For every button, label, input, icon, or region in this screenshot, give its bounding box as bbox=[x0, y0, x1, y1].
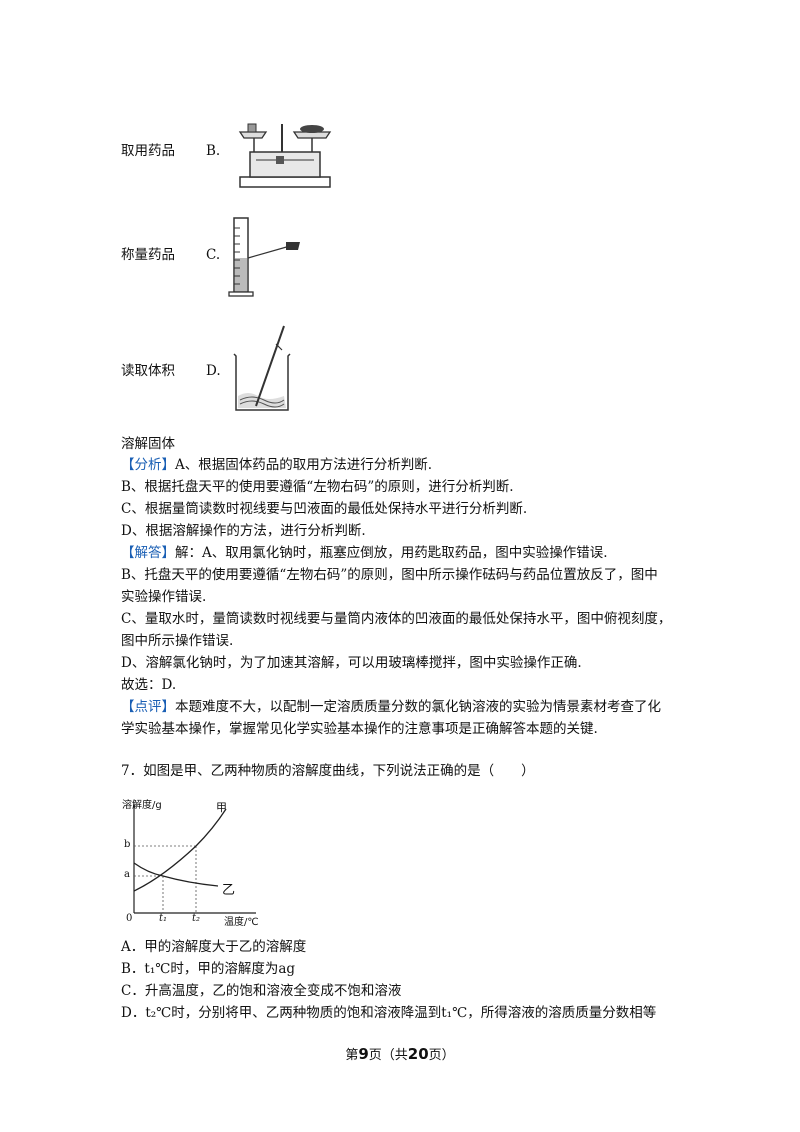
graph-t1-label: t₁ bbox=[159, 913, 168, 924]
graph-t2-label: t₂ bbox=[192, 913, 201, 924]
analysis-line-3: C、根据量筒读数时视线要与凹液面的最低处保持水平进行分析判断. bbox=[121, 501, 528, 517]
answer-line-1: 【解答】解：A、取用氯化钠时，瓶塞应倒放，用药匙取药品，图中实验操作错误. bbox=[121, 545, 608, 561]
option-d-letter: D. bbox=[206, 363, 221, 379]
answer-line-6: D、溶解氯化钠时，为了加速其溶解，可以用玻璃棒搅拌，图中实验操作正确. bbox=[121, 655, 582, 671]
answer-line-5: 图中所示操作错误. bbox=[121, 633, 234, 649]
comment-tag: 【点评】 bbox=[121, 699, 175, 715]
balance-scale-image bbox=[238, 123, 332, 188]
answer-line-3: 实验操作错误. bbox=[121, 589, 207, 605]
option-b-caption: 取用药品 bbox=[121, 143, 175, 159]
question-7-option-c: C．升高温度，乙的饱和溶液全变成不饱和溶液 bbox=[121, 983, 402, 999]
page-number: 9 bbox=[358, 1045, 369, 1063]
analysis-line-4: D、根据溶解操作的方法，进行分析判断. bbox=[121, 523, 366, 539]
beaker-with-rod-image bbox=[233, 325, 291, 411]
answer-line-7: 故选：D. bbox=[121, 677, 177, 693]
graph-series-yi-label: 乙 bbox=[222, 883, 236, 898]
question-7-option-b: B．t₁℃时，甲的溶解度为ag bbox=[121, 961, 296, 977]
solubility-curve-graph bbox=[133, 805, 256, 914]
page-footer: 第9页（共20页） bbox=[345, 1045, 455, 1063]
question-7-option-a: A．甲的溶解度大于乙的溶解度 bbox=[121, 939, 307, 955]
question-7-option-d: D．t₂℃时，分别将甲、乙两种物质的饱和溶液降温到t₁℃，所得溶液的溶质质量分数… bbox=[121, 1005, 657, 1021]
question-7-stem: 7．如图是甲、乙两种物质的溶解度曲线，下列说法正确的是（ ） bbox=[121, 763, 535, 779]
option-c-letter: C. bbox=[206, 247, 221, 263]
graph-x-axis-label: 温度/℃ bbox=[224, 917, 259, 928]
curve-yi bbox=[133, 862, 219, 887]
comment-line-1: 【点评】本题难度不大，以配制一定溶质质量分数的氯化钠溶液的实验为情景素材考查了化 bbox=[121, 699, 661, 715]
analysis-line-2: B、根据托盘天平的使用要遵循“左物右码”的原则，进行分析判断. bbox=[121, 479, 514, 495]
option-d-caption: 读取体积 bbox=[121, 363, 175, 379]
curve-jia bbox=[133, 808, 227, 892]
analysis-tag: 【分析】 bbox=[121, 457, 175, 473]
answer-tag: 【解答】 bbox=[121, 545, 175, 561]
graduated-cylinder-image bbox=[228, 217, 300, 297]
answer-line-2: B、托盘天平的使用要遵循“左物右码”的原则，图中所示操作砝码与药品位置放反了，图… bbox=[121, 567, 658, 583]
comment-line-2: 学实验基本操作，掌握常见化学实验基本操作的注意事项是正确解答本题的关键. bbox=[121, 721, 598, 737]
graph-y-axis-label: 溶解度/g bbox=[122, 800, 162, 811]
answer-line-4: C、量取水时，量筒读数时视线要与量筒内液体的凹液面的最低处保持水平，图中俯视刻度… bbox=[121, 611, 672, 627]
analysis-line-1: 【分析】A、根据固体药品的取用方法进行分析判断. bbox=[121, 457, 433, 473]
page-total: 20 bbox=[407, 1045, 429, 1063]
graph-a-label: a bbox=[124, 869, 130, 880]
graph-series-jia-label: 甲 bbox=[216, 801, 227, 814]
graph-origin-label: 0 bbox=[126, 913, 133, 924]
option-d-last-caption: 溶解固体 bbox=[121, 436, 175, 452]
graph-b-label: b bbox=[124, 839, 131, 850]
option-c-caption: 称量药品 bbox=[121, 247, 175, 263]
option-b-letter: B. bbox=[206, 143, 221, 159]
